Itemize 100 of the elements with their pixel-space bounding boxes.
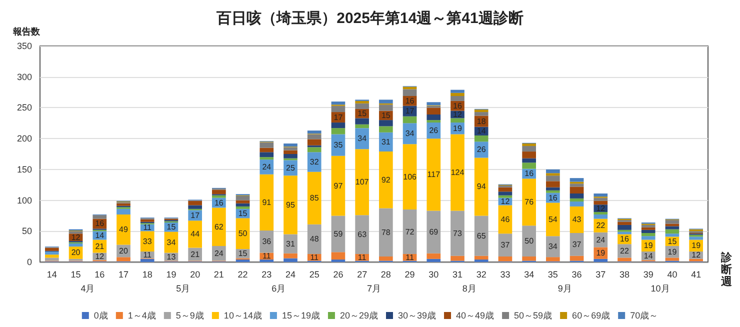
- data-label: 78: [381, 228, 391, 237]
- data-label: 15: [238, 209, 248, 218]
- text: 10月: [650, 284, 670, 294]
- data-label: 94: [476, 182, 486, 192]
- data-label: 19: [644, 241, 654, 250]
- text: 6月: [272, 284, 286, 294]
- data-label: 20: [71, 248, 81, 258]
- text: 9月: [558, 284, 572, 294]
- data-label: 32: [310, 158, 320, 167]
- text: 7月: [366, 284, 382, 294]
- data-label: 46: [500, 214, 510, 224]
- text: 8月: [462, 284, 476, 294]
- data-label: 44: [190, 230, 200, 239]
- data-label: 16: [453, 101, 462, 110]
- data-label: 12: [453, 110, 462, 120]
- data-label: 14: [476, 126, 486, 136]
- legend-label: 0歳: [94, 310, 108, 320]
- x-tick-label: 24: [285, 270, 296, 280]
- data-label: 69: [429, 228, 439, 237]
- legend-label: 5～9歳: [176, 310, 204, 320]
- x-tick-label: 35: [548, 270, 558, 280]
- data-label: 13: [166, 252, 176, 262]
- data-label: 76: [524, 198, 534, 207]
- data-label: 12: [596, 204, 606, 213]
- y-tick-label: 150: [16, 164, 32, 174]
- x-tick-label: 25: [309, 270, 320, 280]
- data-label: 95: [286, 200, 296, 210]
- x-tick-label: 30: [428, 270, 439, 280]
- data-label: 19: [668, 247, 678, 256]
- data-label: 12: [71, 232, 81, 242]
- data-label: 37: [572, 240, 582, 249]
- data-label: 91: [262, 198, 272, 207]
- data-label: 49: [119, 225, 128, 234]
- data-label: 50: [238, 229, 248, 238]
- data-label: 33: [142, 236, 152, 246]
- data-label: 72: [405, 227, 415, 236]
- legend-label: 10～14歳: [224, 310, 262, 320]
- data-label: 12: [692, 250, 702, 260]
- data-label: 63: [358, 230, 368, 240]
- data-label: 62: [214, 222, 224, 232]
- data-label: 15: [166, 222, 176, 232]
- y-tick-label: 250: [16, 102, 32, 113]
- data-label: 21: [190, 250, 200, 259]
- x-tick-label: 16: [94, 270, 105, 280]
- data-label: 16: [620, 234, 630, 244]
- data-label: 17: [405, 106, 415, 116]
- legend-label: 50～59歳: [514, 310, 552, 320]
- data-label: 17: [334, 112, 344, 122]
- data-label: 14: [95, 230, 105, 240]
- data-label: 97: [334, 181, 344, 190]
- x-axis-title: 診断週: [721, 251, 732, 288]
- data-label: 11: [143, 223, 152, 232]
- data-label: 34: [166, 238, 176, 247]
- data-label: 26: [476, 145, 486, 154]
- data-label: 20: [119, 246, 128, 256]
- data-label: 50: [524, 236, 534, 246]
- data-label: 11: [310, 252, 320, 262]
- data-label: 22: [596, 221, 606, 230]
- data-label: 31: [381, 137, 391, 146]
- x-tick-label: 40: [667, 270, 678, 280]
- data-label: 26: [429, 126, 439, 136]
- data-label: 16: [405, 96, 415, 106]
- x-tick-label: 39: [643, 270, 654, 280]
- data-label: 22: [620, 246, 630, 256]
- data-label: 24: [262, 162, 272, 172]
- data-label: 36: [262, 237, 272, 246]
- legend-label: 20～29歳: [340, 310, 378, 320]
- data-label: 15: [668, 236, 678, 246]
- data-label: 124: [450, 168, 465, 178]
- x-tick-label: 33: [500, 270, 510, 280]
- x-tick-label: 15: [70, 270, 81, 280]
- data-label: 73: [453, 228, 462, 238]
- y-tick-label: 350: [16, 41, 32, 51]
- x-tick-label: 20: [190, 270, 200, 280]
- data-label: 24: [596, 235, 606, 244]
- x-tick-label: 23: [262, 270, 272, 280]
- legend-label: 70歳～: [630, 310, 658, 320]
- data-label: 35: [334, 140, 344, 150]
- data-label: 11: [358, 252, 367, 262]
- data-label: 16: [524, 169, 534, 178]
- data-label: 11: [143, 250, 152, 260]
- x-tick-label: 22: [238, 270, 248, 280]
- x-tick-label: 34: [524, 270, 534, 280]
- legend-label: 1～4歳: [128, 310, 156, 320]
- data-label: 106: [403, 172, 418, 182]
- text: 5月: [176, 284, 190, 294]
- data-label: 15: [238, 249, 248, 258]
- data-label: 34: [548, 242, 558, 252]
- data-label: 21: [95, 242, 105, 251]
- data-label: 85: [310, 194, 320, 203]
- data-label: 31: [286, 239, 296, 248]
- data-label: 16: [95, 219, 105, 228]
- x-tick-label: 31: [452, 270, 463, 280]
- data-label: 12: [500, 197, 510, 206]
- y-tick-label: 100: [16, 195, 32, 206]
- x-tick-label: 32: [476, 270, 486, 280]
- data-label: 107: [355, 178, 370, 187]
- data-label: 11: [406, 252, 414, 262]
- x-tick-label: 29: [404, 270, 415, 280]
- data-label: 18: [476, 116, 486, 126]
